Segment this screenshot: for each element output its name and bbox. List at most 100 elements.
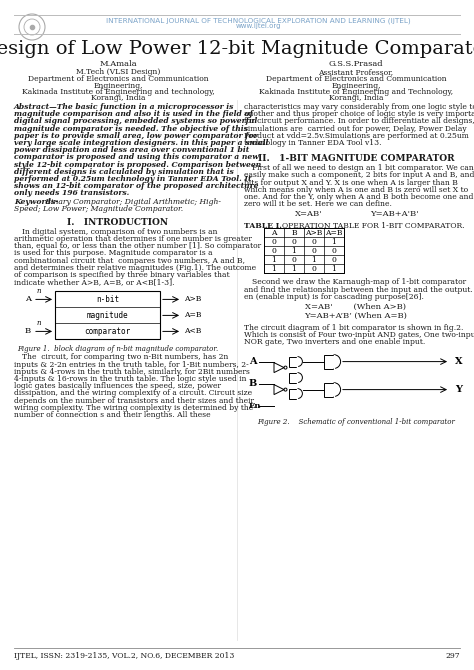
Text: arithmetic operation that determines if one number is greater: arithmetic operation that determines if … — [14, 235, 252, 243]
Bar — [289, 373, 297, 383]
Text: inputs & 2-2n entries in the truth table, for 1-Bit numbers, 2-: inputs & 2-2n entries in the truth table… — [14, 360, 249, 369]
Text: Korangi, India: Korangi, India — [91, 94, 145, 103]
Bar — [324, 383, 334, 397]
Text: Engineering,: Engineering, — [331, 82, 381, 90]
Text: A=B: A=B — [184, 312, 201, 320]
Text: for circuit performance. In order to differentiate all designs,: for circuit performance. In order to dif… — [244, 117, 474, 125]
Text: Figure 1.  block diagram of n-bit magnitude comparator.: Figure 1. block diagram of n-bit magnitu… — [18, 346, 219, 353]
Bar — [55, 291, 160, 340]
Bar — [264, 228, 344, 273]
Text: 1: 1 — [292, 265, 296, 273]
Text: The  circuit, for comparing two n-Bit numbers, has 2n: The circuit, for comparing two n-Bit num… — [22, 353, 228, 361]
Text: simulations are  carried out for power, Delay, Power Delay: simulations are carried out for power, D… — [244, 125, 466, 133]
Text: Y: Y — [455, 385, 462, 394]
Text: A>B: A>B — [305, 229, 323, 237]
Text: different designs is calculated by simulation that is: different designs is calculated by simul… — [14, 168, 234, 176]
Text: INTERNATIONAL JOURNAL OF TECHNOLOGICAL EXPLORATION AND LEARNING (IJTEL): INTERNATIONAL JOURNAL OF TECHNOLOGICAL E… — [106, 18, 410, 25]
Text: In digital system, comparison of two numbers is an: In digital system, comparison of two num… — [22, 228, 218, 236]
Text: M.Tech (VLSI Design): M.Tech (VLSI Design) — [76, 68, 160, 76]
Text: 0: 0 — [311, 238, 317, 246]
Text: digital signal processing, embedded systems so powerful: digital signal processing, embedded syst… — [14, 117, 257, 125]
Text: Department of Electronics and Communication: Department of Electronics and Communicat… — [266, 75, 447, 83]
Text: 0: 0 — [292, 256, 296, 264]
Text: Abstract—The basic function in a microprocessor is: Abstract—The basic function in a micropr… — [14, 103, 234, 111]
Text: number of connection s and their lengths. All these: number of connection s and their lengths… — [14, 411, 210, 419]
Text: bits for output X and Y. X is one when A is larger than B: bits for output X and Y. X is one when A… — [244, 179, 458, 187]
Text: B: B — [25, 328, 31, 336]
Text: Kakinada Institute of Engineering and technology,: Kakinada Institute of Engineering and te… — [22, 88, 214, 96]
Text: style 12-bit comparator is proposed. Comparison between: style 12-bit comparator is proposed. Com… — [14, 161, 261, 169]
Text: n: n — [37, 287, 41, 295]
Text: logic gates basically influences the speed, size, power: logic gates basically influences the spe… — [14, 382, 221, 390]
Text: of comparison is specified by three binary variables that: of comparison is specified by three bina… — [14, 271, 229, 279]
Text: A>B: A>B — [184, 295, 201, 304]
Text: Korangi, India: Korangi, India — [329, 94, 383, 103]
Text: A: A — [271, 229, 277, 237]
Text: en (enable input) is for cascading purpose[26].: en (enable input) is for cascading purpo… — [244, 293, 424, 301]
Text: 0: 0 — [311, 247, 317, 255]
Text: comparator: comparator — [84, 327, 131, 336]
Text: Department of Electronics and Communication: Department of Electronics and Communicat… — [27, 75, 208, 83]
Text: dissipation, and the wiring complexity of a circuit. Circuit size: dissipation, and the wiring complexity o… — [14, 389, 252, 397]
Text: G.S.S.Prasad: G.S.S.Prasad — [328, 60, 383, 68]
Text: 0: 0 — [331, 256, 337, 264]
Text: A=B: A=B — [325, 229, 343, 237]
Text: depends on the number of transistors and their sizes and their: depends on the number of transistors and… — [14, 397, 254, 405]
Text: combinational circuit that  compares two numbers, A and B,: combinational circuit that compares two … — [14, 257, 245, 265]
Text: Design of Low Power 12-bit Magnitude Comparator: Design of Low Power 12-bit Magnitude Com… — [0, 40, 474, 58]
Text: one. And for the Y, only when A and B both become one and: one. And for the Y, only when A and B bo… — [244, 193, 474, 201]
Text: wiring complexity. The wiring complexity is determined by the: wiring complexity. The wiring complexity… — [14, 404, 253, 412]
Text: B: B — [249, 379, 257, 388]
Text: X: X — [455, 357, 463, 366]
Text: IJTEL, ISSN: 2319-2135, VOL.2, NO.6, DECEMBER 2013: IJTEL, ISSN: 2319-2135, VOL.2, NO.6, DEC… — [14, 652, 234, 660]
Text: Speed; Low Power; Magnitude Comparator.: Speed; Low Power; Magnitude Comparator. — [14, 205, 183, 213]
Text: technology in Tanner EDA Tool v13.: technology in Tanner EDA Tool v13. — [244, 139, 382, 147]
Text: characteristics may vary considerably from one logic style to: characteristics may vary considerably fr… — [244, 103, 474, 111]
Text: B: B — [291, 229, 297, 237]
Text: Engineering,: Engineering, — [93, 82, 143, 90]
Text: Figure 2.    Schematic of conventional 1-bit comparator: Figure 2. Schematic of conventional 1-bi… — [257, 417, 455, 425]
Text: which means only when A is one and B is zero will set X to: which means only when A is one and B is … — [244, 186, 468, 194]
Text: Assistant Professor,: Assistant Professor, — [319, 68, 393, 76]
Text: Second we draw the Karnaugh-map of 1-bit comparator: Second we draw the Karnaugh-map of 1-bit… — [252, 279, 466, 286]
Text: Product at vdd=2.5v.Simulations are performed at 0.25um: Product at vdd=2.5v.Simulations are perf… — [244, 132, 469, 140]
Text: 4-inputs & 16-rows in the truth table. The logic style used in: 4-inputs & 16-rows in the truth table. T… — [14, 375, 246, 383]
Text: inputs & 4-rows in the truth table, similarly, for 2Bit numbers: inputs & 4-rows in the truth table, simi… — [14, 368, 250, 376]
Text: another and thus proper choice of logic style is very important: another and thus proper choice of logic … — [244, 110, 474, 118]
Text: n-bit: n-bit — [96, 295, 119, 304]
Text: magnitude: magnitude — [87, 311, 128, 320]
Text: than, equal to, or less than the other number [1]. So comparator: than, equal to, or less than the other n… — [14, 242, 261, 250]
Text: 0: 0 — [292, 238, 296, 246]
Text: NOR gate, Two inverters and one enable input.: NOR gate, Two inverters and one enable i… — [244, 338, 425, 346]
Text: is used for this purpose. Magnitude comparator is a: is used for this purpose. Magnitude comp… — [14, 249, 213, 257]
Text: I.   INTRODUCTION: I. INTRODUCTION — [67, 218, 169, 227]
Text: A: A — [25, 295, 31, 304]
Text: magnitude comparator is needed. The objective of this: magnitude comparator is needed. The obje… — [14, 125, 248, 133]
Text: Keywords-: Keywords- — [14, 198, 58, 206]
Text: Which is consist of Four two-input AND gates, One two-input: Which is consist of Four two-input AND g… — [244, 331, 474, 339]
Text: Binary Comparator; Digital Arithmetic; High-: Binary Comparator; Digital Arithmetic; H… — [43, 198, 221, 206]
Text: 1: 1 — [292, 247, 296, 255]
Text: A<B: A<B — [184, 328, 201, 336]
Text: 1: 1 — [272, 265, 276, 273]
Text: 0: 0 — [331, 247, 337, 255]
Bar — [289, 356, 297, 366]
Text: magnitude comparison and also it is used in the field of: magnitude comparison and also it is used… — [14, 110, 253, 118]
Text: Y=AB+A'B': Y=AB+A'B' — [370, 210, 419, 218]
Text: II.   1-BIT MAGNITUDE COMPARATOR: II. 1-BIT MAGNITUDE COMPARATOR — [258, 154, 454, 163]
Text: paper is to provide small area, low power comparator for: paper is to provide small area, low powe… — [14, 132, 257, 140]
Text: 0: 0 — [272, 238, 276, 246]
Text: TABLE I.: TABLE I. — [244, 222, 282, 230]
Text: shows an 12-bit comparator of the proposed architecture: shows an 12-bit comparator of the propos… — [14, 182, 258, 190]
Text: 1: 1 — [331, 238, 337, 246]
Text: indicate whether A>B, A=B, or A<B[1-3].: indicate whether A>B, A=B, or A<B[1-3]. — [14, 278, 174, 286]
Text: M.Amala: M.Amala — [99, 60, 137, 68]
Text: comparator is proposed and using this comparator a new: comparator is proposed and using this co… — [14, 153, 259, 161]
Text: A: A — [249, 357, 256, 366]
Text: First of all we need to design an 1 bit comparator. We can: First of all we need to design an 1 bit … — [252, 164, 474, 172]
Text: power dissipation and less area over conventional 1 bit: power dissipation and less area over con… — [14, 146, 249, 154]
Text: and find the relationship between the input and the output. And: and find the relationship between the in… — [244, 285, 474, 293]
Text: very large scale integration designers. in this paper a small: very large scale integration designers. … — [14, 139, 268, 147]
Text: performed at 0.25um technology in Tanner EDA Tool. It: performed at 0.25um technology in Tanner… — [14, 175, 252, 183]
Text: 297: 297 — [446, 652, 460, 660]
